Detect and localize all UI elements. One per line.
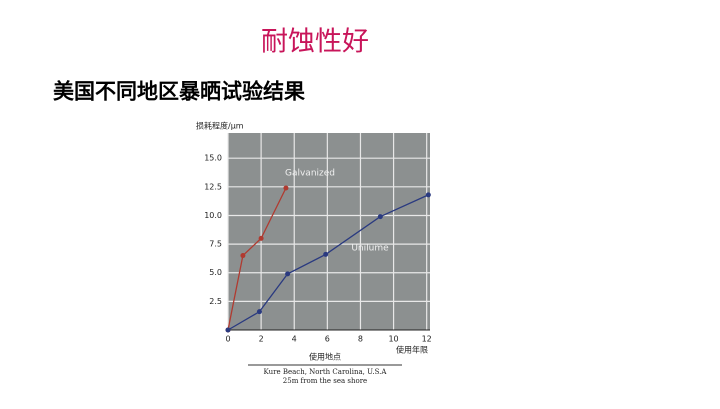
x-tick-label: 6	[325, 335, 330, 344]
y-tick-label: 15.0	[204, 154, 222, 163]
point	[258, 235, 264, 241]
x-tick-label: 10	[388, 335, 398, 344]
point	[285, 271, 291, 277]
x-axis-label: 使用年限	[396, 345, 428, 355]
footnote: Kure Beach, North Carolina, U.S.A	[264, 368, 388, 376]
point	[377, 214, 383, 220]
x-tick-label: 0	[225, 335, 230, 344]
series-line	[227, 187, 287, 331]
series-line	[227, 194, 429, 331]
point	[240, 253, 246, 259]
slide-title: 耐蚀性好	[261, 27, 369, 58]
x-tick-label: 8	[358, 335, 363, 344]
y-axis-label: 损耗程度/μm	[196, 121, 244, 131]
x-tick-label: 12	[422, 335, 432, 344]
y-tick-label: 7.5	[209, 240, 222, 249]
point	[425, 192, 431, 198]
y-tick-label: 5.0	[209, 268, 222, 277]
point	[256, 309, 262, 315]
point	[283, 185, 289, 191]
series-label: Unilume	[351, 244, 389, 254]
y-tick-label: 2.5	[209, 297, 222, 306]
point	[323, 251, 329, 257]
slide-subtitle: 美国不同地区暴晒试验结果	[53, 79, 305, 104]
series-label: Galvanized	[285, 169, 335, 179]
footnote: 25m from the sea shore	[283, 377, 367, 385]
point	[225, 327, 231, 333]
plot-area	[228, 133, 430, 330]
x-tick-label: 4	[292, 335, 297, 344]
location-label: 使用地点	[309, 352, 341, 362]
y-tick-label: 12.5	[204, 182, 222, 191]
y-tick-label: 10.0	[204, 211, 222, 220]
x-tick-label: 2	[259, 335, 264, 344]
